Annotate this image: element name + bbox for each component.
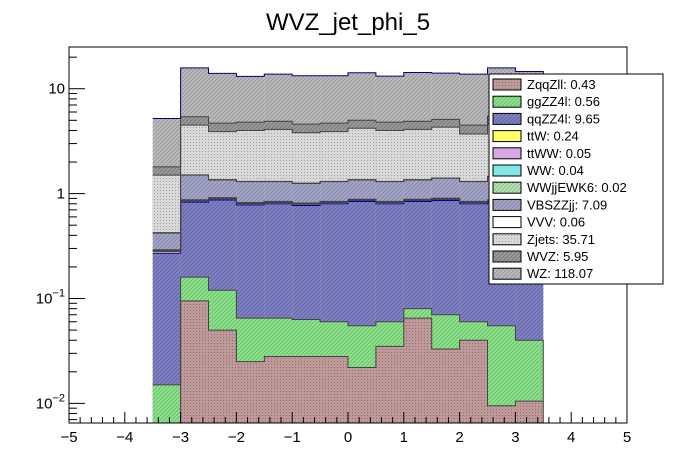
legend-swatch-ww	[492, 164, 522, 177]
x-axis: −5 −4 −3 −2 −1 0 1 2 3 4 5	[60, 412, 631, 446]
x-tick-label: −5	[60, 429, 77, 446]
series-zqqzll-outline	[152, 300, 544, 424]
bar-hatch-zqqzll-bin-11	[459, 340, 488, 423]
x-tick-label: 2	[455, 429, 463, 446]
histogram-bars	[152, 67, 544, 424]
y-axis: 10−2 10−1 1 10	[36, 56, 85, 421]
bar-hatch-zqqzll-bin-7	[348, 367, 376, 423]
x-tick-label: 5	[623, 429, 631, 446]
bar-hatch-zqqzll-bin-1	[180, 300, 209, 423]
x-tick-label: 1	[400, 429, 408, 446]
series-wwjjewk6-outline	[152, 197, 544, 251]
legend-label-ggzz4l: ggZZ4l: 0.56	[527, 94, 600, 109]
x-tick-label: 3	[511, 429, 519, 446]
bar-hatch-zqqzll-bin-5	[292, 356, 321, 423]
chart-title: WVZ_jet_phi_5	[266, 9, 430, 36]
series-ggzz4l-outline	[152, 276, 544, 402]
y-tick-label: 1	[57, 186, 65, 203]
bar-hatch-ggzz4l-bin-0	[152, 384, 181, 423]
legend-label-ww: WW: 0.04	[527, 163, 584, 178]
x-tick-label: 4	[567, 429, 575, 446]
legend-swatch-hatch-wwjjewk6	[493, 182, 521, 194]
y-tick-label: 10	[48, 81, 65, 98]
legend-label-zqqzll: ZqqZll: 0.43	[527, 77, 596, 92]
x-tick-label: −1	[284, 429, 301, 446]
legend-swatch-hatch-wvz	[493, 251, 521, 262]
series-wz-outline	[152, 67, 544, 120]
legend-label-wwjjewk6: WWjjEWK6: 0.02	[527, 180, 627, 195]
x-tick-label: −2	[228, 429, 245, 446]
legend: ZqqZll: 0.43 ggZZ4l: 0.56 qqZZ4l: 9.65 ttW:…	[488, 73, 664, 285]
series-zjets-outline	[152, 123, 544, 176]
bar-hatch-zqqzll-bin-13	[515, 401, 544, 423]
series-vvv-outline	[152, 174, 544, 234]
legend-swatch-hatch-ggzz4l	[493, 96, 521, 108]
legend-label-ttww: ttWW: 0.05	[527, 146, 591, 161]
legend-swatch-hatch-vbszzjj	[493, 199, 521, 211]
y-tick-label: 10−1	[36, 287, 65, 307]
legend-label-qqzz4l: qqZZ4l: 9.65	[527, 111, 600, 126]
legend-label-vvv: VVV: 0.06	[527, 215, 585, 230]
legend-label-ttw: ttW: 0.24	[527, 129, 579, 144]
legend-swatch-ttw	[492, 130, 522, 143]
x-tick-label: −4	[116, 429, 133, 446]
legend-box	[488, 73, 664, 285]
legend-label-zjets: Zjets: 35.71	[527, 232, 595, 247]
bar-hatch-zqqzll-bin-4	[264, 356, 293, 423]
bar-hatch-zqqzll-bin-3	[236, 361, 265, 423]
legend-swatch-hatch-zjets	[493, 233, 521, 245]
bar-hatch-zqqzll-bin-8	[375, 346, 404, 423]
legend-swatch-vvv	[492, 216, 522, 229]
legend-label-wz: WZ: 118.07	[527, 266, 593, 281]
bar-hatch-zqqzll-bin-6	[320, 356, 348, 423]
bar-hatch-zqqzll-bin-10	[431, 348, 460, 423]
legend-swatch-hatch-wz	[493, 268, 521, 280]
bar-hatch-zqqzll-bin-12	[487, 405, 516, 423]
legend-label-wvz: WVZ: 5.95	[527, 249, 588, 264]
legend-swatch-hatch-zqqzll	[493, 79, 521, 90]
x-tick-label: 0	[344, 429, 352, 446]
legend-swatch-ttww	[492, 147, 522, 160]
legend-swatch-hatch-qqzz4l	[493, 113, 521, 125]
bar-hatch-zqqzll-bin-9	[403, 318, 432, 423]
legend-label-vbszzjj: VBSZZjj: 7.09	[527, 197, 607, 212]
series-wvz-outline	[152, 115, 544, 168]
series-zqqzll-bars	[180, 300, 544, 423]
y-tick-label: 10−2	[36, 392, 65, 412]
x-tick-label: −3	[172, 429, 189, 446]
bar-hatch-zqqzll-bin-2	[208, 330, 237, 423]
